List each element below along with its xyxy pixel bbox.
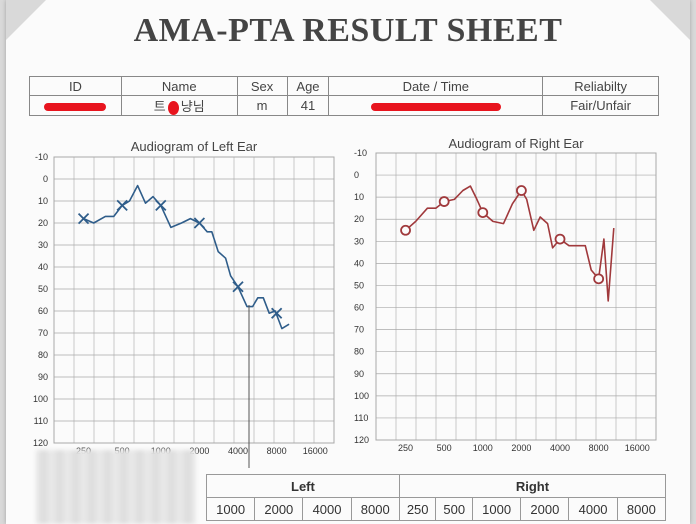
series-line bbox=[83, 184, 290, 330]
y-tick-label: 70 bbox=[354, 325, 364, 335]
y-tick-label: 100 bbox=[33, 394, 48, 404]
y-tick-label: 120 bbox=[33, 438, 48, 448]
y-tick-label: 120 bbox=[354, 435, 369, 445]
x-tick-label: 250 bbox=[398, 443, 413, 453]
right-freq-cell: 4000 bbox=[568, 497, 618, 521]
y-tick-label: 100 bbox=[354, 391, 369, 401]
sheet-title: AMA-PTA RESULT SHEET bbox=[133, 12, 563, 49]
x-tick-label: 4000 bbox=[228, 446, 248, 456]
redaction-mark bbox=[370, 102, 501, 111]
right-freq-cell: 8000 bbox=[616, 497, 667, 521]
series-line bbox=[405, 185, 615, 302]
marker-x bbox=[271, 307, 283, 319]
id-value bbox=[29, 95, 122, 116]
left-freq-cell: 2000 bbox=[254, 497, 304, 521]
marker-x bbox=[116, 199, 128, 212]
marker-stroke bbox=[77, 212, 90, 225]
marker-circle bbox=[438, 196, 450, 207]
result-sheet: AMA-PTA RESULT SHEET ID Name Sex Age Dat… bbox=[6, 0, 690, 524]
patient-info-table: ID Name Sex Age Date / Time Reliabilty 트… bbox=[29, 76, 659, 116]
blurred-area bbox=[36, 450, 196, 524]
marker-x bbox=[77, 212, 90, 225]
x-tick-label: 2000 bbox=[511, 443, 531, 453]
corner-fold bbox=[650, 0, 690, 40]
y-tick-label: 40 bbox=[354, 258, 364, 268]
x-tick-label: 8000 bbox=[589, 443, 609, 453]
marker-x bbox=[155, 199, 167, 212]
y-tick-label: -10 bbox=[354, 148, 367, 158]
right-freq-cell: 1000 bbox=[472, 497, 522, 521]
left-freq-cell: 4000 bbox=[302, 497, 352, 521]
marker-x bbox=[193, 217, 206, 229]
reliability-value: Fair/Unfair bbox=[542, 95, 659, 116]
name-fragment: 트 bbox=[153, 99, 166, 114]
left-freq-cell: 8000 bbox=[350, 497, 400, 521]
marker-x bbox=[232, 281, 244, 293]
left-chart-title: Audiogram of Left Ear bbox=[130, 139, 258, 154]
left-label: Left bbox=[206, 474, 400, 498]
marker-stroke bbox=[116, 199, 128, 212]
left-ear-audiogram: -100102030405060708090100110120250500100… bbox=[33, 152, 335, 468]
y-tick-label: 0 bbox=[354, 170, 359, 180]
marker-circle bbox=[477, 207, 489, 219]
y-tick-label: 10 bbox=[354, 192, 364, 202]
y-tick-label: 80 bbox=[354, 347, 364, 357]
sex-value: m bbox=[236, 95, 288, 116]
corner-fold bbox=[6, 0, 46, 40]
marker-stroke bbox=[193, 217, 206, 229]
name-fragment: 냥님 bbox=[180, 99, 205, 114]
marker-circle bbox=[593, 273, 605, 285]
y-tick-label: 110 bbox=[354, 413, 368, 423]
marker-circle bbox=[400, 224, 411, 236]
y-tick-label: 70 bbox=[38, 328, 48, 338]
y-tick-label: 20 bbox=[38, 218, 48, 228]
frequency-table: Left Right 1000 2000 4000 8000 250 500 1000 200… bbox=[205, 474, 667, 521]
y-tick-label: 60 bbox=[354, 303, 364, 313]
x-tick-label: 2000 bbox=[189, 446, 209, 456]
x-tick-label: 16000 bbox=[303, 446, 328, 456]
right-ear-audiogram: -10 0 10 20 30 40 50 60 70 80 90 100 110 120 250 500 100… bbox=[354, 148, 657, 453]
x-tick-label: 4000 bbox=[550, 443, 570, 453]
marker-stroke bbox=[155, 199, 167, 212]
y-tick-label: 10 bbox=[38, 196, 48, 206]
marker-stroke bbox=[271, 307, 283, 319]
y-tick-label: 20 bbox=[354, 214, 364, 224]
y-tick-label: 90 bbox=[38, 372, 48, 382]
redaction-mark bbox=[167, 100, 179, 115]
marker-circle bbox=[516, 185, 527, 196]
y-tick-label: 0 bbox=[43, 174, 48, 184]
y-tick-label: 50 bbox=[354, 280, 364, 290]
marker-circle bbox=[554, 233, 566, 245]
right-freq-cell: 250 bbox=[398, 497, 437, 521]
right-freq-cell: 2000 bbox=[520, 497, 570, 521]
right-freq-cell: 500 bbox=[435, 497, 474, 521]
y-tick-label: 80 bbox=[38, 350, 48, 360]
left-freq-cell: 1000 bbox=[205, 497, 256, 521]
redaction-mark bbox=[44, 102, 107, 111]
x-tick-label: 16000 bbox=[625, 443, 650, 453]
x-tick-label: 500 bbox=[437, 443, 452, 453]
y-tick-label: 110 bbox=[34, 416, 48, 426]
x-tick-label: 8000 bbox=[267, 446, 287, 456]
age-header: Age bbox=[286, 76, 330, 96]
y-tick-label: 90 bbox=[354, 369, 364, 379]
y-tick-label: 30 bbox=[354, 236, 364, 246]
right-chart-title: Audiogram of Right Ear bbox=[448, 136, 584, 151]
y-tick-label: 50 bbox=[38, 284, 48, 294]
y-tick-label: 30 bbox=[38, 240, 48, 250]
y-tick-label: -10 bbox=[35, 152, 48, 162]
y-tick-label: 60 bbox=[38, 306, 48, 316]
x-tick-label: 1000 bbox=[473, 443, 493, 453]
marker-stroke bbox=[232, 281, 244, 293]
y-tick-label: 40 bbox=[38, 262, 48, 272]
right-label: Right bbox=[398, 474, 667, 498]
